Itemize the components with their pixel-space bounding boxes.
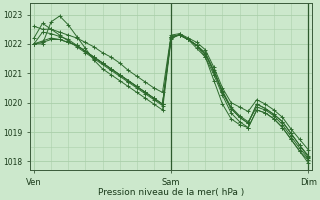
X-axis label: Pression niveau de la mer( hPa ): Pression niveau de la mer( hPa ) — [98, 188, 244, 197]
